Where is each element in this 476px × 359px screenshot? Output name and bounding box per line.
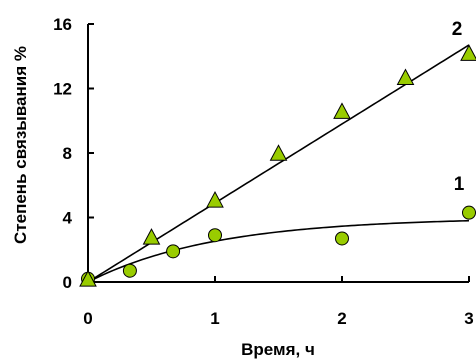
point-series2-2 [206,191,224,208]
point-series1-4 [335,231,349,246]
point-series2-5 [396,68,415,86]
point-series2-0 [79,270,97,287]
y-tick-label-0: 0 [63,273,72,292]
y-tick-label-16: 16 [53,15,72,34]
y-axis-title: Степень связывания % [11,46,30,244]
y-tick-label-4: 4 [63,209,73,228]
point-series2-4 [333,102,351,119]
point-series2-3 [269,144,288,161]
fit-line-1 [87,219,470,283]
point-series1-5 [462,205,476,220]
series-label-2: 2 [452,19,463,40]
series-label-1: 1 [454,174,465,195]
point-series1-1 [122,263,137,278]
x-tick-label-2: 2 [337,309,346,328]
y-tick-label-12: 12 [53,80,72,99]
point-series1-2 [166,244,181,259]
x-tick-label-3: 3 [464,309,473,328]
x-tick-label-0: 0 [83,309,92,328]
labels: Степень связывания % Время, ч 1 2 [11,19,465,359]
x-tick-label-1: 1 [210,309,219,328]
point-series1-3 [208,228,222,243]
point-series2-1 [142,228,161,245]
point-series2-6 [460,44,476,61]
data-markers [79,44,476,287]
y-tick-label-8: 8 [63,144,72,163]
x-axis-title: Время, ч [241,340,315,359]
